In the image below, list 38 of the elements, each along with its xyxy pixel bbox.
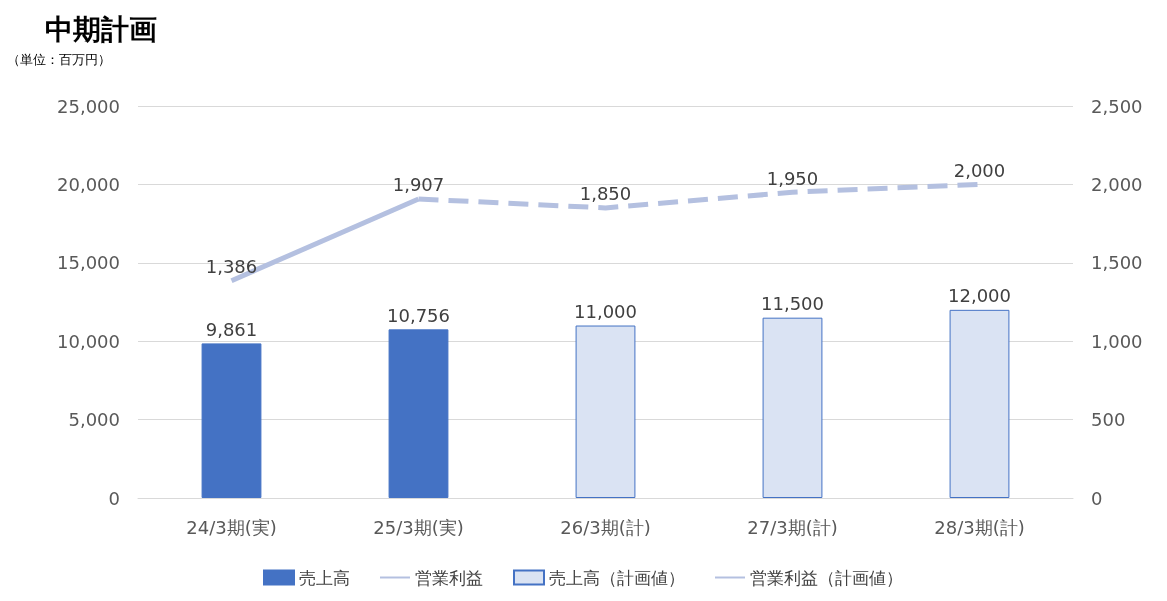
legend-label: 売上高（計画値） bbox=[549, 567, 685, 588]
y-tick-label: 15,000 bbox=[57, 252, 120, 274]
data-label: 12,000 bbox=[948, 285, 1011, 307]
y-tick-label: 5,000 bbox=[68, 409, 120, 431]
data-label: 2,000 bbox=[953, 159, 1006, 181]
legend-label: 売上高 bbox=[299, 567, 350, 588]
bar bbox=[762, 317, 823, 498]
data-label: 1,386 bbox=[205, 256, 258, 278]
x-tick-label: 28/3期(計) bbox=[934, 516, 1025, 538]
y-tick-label: 0 bbox=[108, 487, 120, 509]
y-tick-label: 10,000 bbox=[57, 330, 120, 352]
bar bbox=[201, 343, 262, 498]
data-label: 11,500 bbox=[761, 293, 824, 315]
bar bbox=[575, 325, 636, 498]
y2-tick-label: 2,000 bbox=[1091, 173, 1143, 195]
x-tick-label: 25/3期(実) bbox=[373, 516, 464, 538]
x-tick-label: 24/3期(実) bbox=[186, 516, 277, 538]
y2-tick-label: 500 bbox=[1091, 409, 1126, 431]
data-label: 10,756 bbox=[387, 304, 450, 326]
data-label: 1,950 bbox=[766, 167, 819, 189]
y2-tick-label: 2,500 bbox=[1091, 95, 1143, 117]
bar bbox=[949, 309, 1010, 498]
data-label: 11,000 bbox=[574, 301, 637, 323]
y-tick-label: 20,000 bbox=[57, 173, 120, 195]
chart-subtitle: （単位：百万円） bbox=[7, 52, 111, 67]
y2-tick-label: 1,000 bbox=[1091, 330, 1143, 352]
y2-tick-label: 0 bbox=[1091, 487, 1103, 509]
bar bbox=[388, 329, 449, 498]
x-tick-label: 26/3期(計) bbox=[560, 516, 651, 538]
data-label: 9,861 bbox=[205, 318, 258, 340]
data-label: 1,850 bbox=[579, 183, 632, 205]
legend-label: 営業利益 bbox=[415, 567, 483, 588]
y-tick-label: 25,000 bbox=[57, 95, 120, 117]
legend-label: 営業利益（計画値） bbox=[750, 567, 903, 588]
chart-title: 中期計画 bbox=[45, 12, 157, 46]
x-tick-label: 27/3期(計) bbox=[747, 516, 838, 538]
data-label: 1,907 bbox=[392, 174, 445, 196]
y2-tick-label: 1,500 bbox=[1091, 252, 1143, 274]
